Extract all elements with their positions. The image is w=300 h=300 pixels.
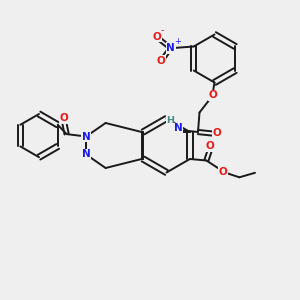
Text: O: O bbox=[60, 113, 69, 124]
Text: O: O bbox=[152, 32, 161, 42]
Text: +: + bbox=[174, 37, 181, 46]
Text: N: N bbox=[82, 131, 91, 142]
Text: N: N bbox=[82, 149, 91, 160]
Text: N: N bbox=[166, 43, 175, 53]
Text: N: N bbox=[173, 123, 182, 133]
Text: O: O bbox=[212, 128, 221, 139]
Text: H: H bbox=[166, 116, 174, 125]
Text: O: O bbox=[156, 56, 165, 66]
Text: O: O bbox=[206, 141, 214, 151]
Text: O: O bbox=[218, 167, 227, 177]
Text: O: O bbox=[208, 90, 217, 100]
Text: -: - bbox=[160, 25, 164, 35]
